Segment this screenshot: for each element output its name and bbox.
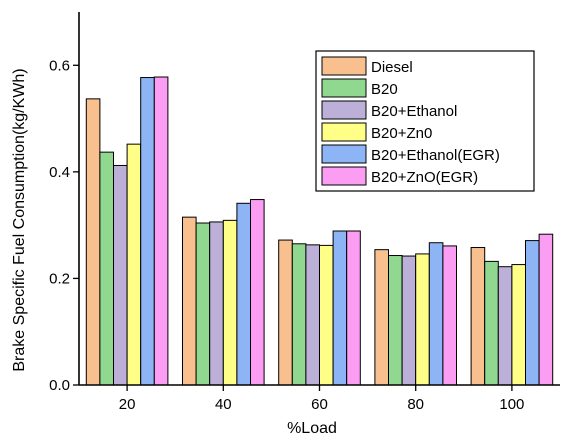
bar-b20-zn0-40 xyxy=(222,219,238,386)
y-tick-label: 0.6 xyxy=(49,57,70,74)
bar-b20-80 xyxy=(388,255,403,386)
x-axis-label: %Load xyxy=(287,420,337,437)
bar-b20-zno-egr--40 xyxy=(250,199,265,386)
legend-label: B20+Ethanol(EGR) xyxy=(371,147,500,164)
axes: 0.0 0.2 0.4 0.6 20 40 60 80 100 xyxy=(49,12,560,413)
legend-swatch xyxy=(321,100,367,120)
bar-b20-zn0-80 xyxy=(415,253,430,386)
y-tick-label: 0.4 xyxy=(49,164,70,181)
legend-label: B20+Ethanol xyxy=(371,103,457,120)
y-tick-label: 0.0 xyxy=(49,377,70,394)
bar-b20-60 xyxy=(291,243,307,386)
bar-b20-zn0-60 xyxy=(319,244,334,386)
bar-b20-zno-egr--100 xyxy=(538,233,554,386)
bar-b20-40 xyxy=(195,222,211,386)
legend-label: B20+Zn0 xyxy=(371,125,432,142)
bar-diesel-80 xyxy=(374,249,389,386)
x-tick-label: 40 xyxy=(215,396,232,413)
bar-b20-ethanol-80 xyxy=(401,255,417,386)
bar-b20-ethanol-40 xyxy=(209,221,224,386)
legend-swatch xyxy=(321,78,367,98)
legend-label: B20 xyxy=(371,81,398,98)
bar-b20-ethanol-100 xyxy=(497,266,513,386)
bar-diesel-20 xyxy=(85,98,101,386)
legend-swatch xyxy=(321,122,367,142)
y-axis-label: Brake Specific Fuel Consumption(kg/KWh) xyxy=(11,68,28,371)
plot-area xyxy=(85,76,554,386)
bar-diesel-60 xyxy=(278,239,293,386)
bar-diesel-40 xyxy=(182,216,197,386)
bar-b20-ethanol-egr--100 xyxy=(525,240,540,386)
bar-b20-zno-egr--60 xyxy=(346,230,361,386)
x-tick-label: 60 xyxy=(311,396,328,413)
bar-b20-zn0-20 xyxy=(126,143,142,386)
bar-b20-ethanol-20 xyxy=(113,164,128,386)
legend: Diesel B20 B20+Ethanol B20+Zn0 B20+Ethanol(E… xyxy=(315,50,535,192)
legend-swatch xyxy=(321,56,367,76)
bar-b20-ethanol-egr--80 xyxy=(428,242,444,386)
legend-label: B20+ZnO(EGR) xyxy=(371,169,478,186)
x-tick-label: 100 xyxy=(499,396,524,413)
legend-swatch xyxy=(321,144,367,164)
x-tick-label: 20 xyxy=(119,396,136,413)
bar-b20-100 xyxy=(484,260,499,386)
legend-swatch xyxy=(321,166,367,186)
bar-b20-zno-egr--20 xyxy=(153,76,169,386)
bar-b20-ethanol-egr--20 xyxy=(140,77,155,386)
x-tick-label: 80 xyxy=(407,396,424,413)
y-tick-label: 0.2 xyxy=(49,270,70,287)
bar-b20-zno-egr--80 xyxy=(442,245,457,386)
bar-b20-ethanol-egr--40 xyxy=(236,202,251,386)
legend-label: Diesel xyxy=(371,59,413,76)
bar-diesel-100 xyxy=(470,247,486,386)
bar-b20-ethanol-60 xyxy=(305,244,320,386)
bar-b20-zn0-100 xyxy=(511,264,526,386)
bar-b20-20 xyxy=(99,151,115,386)
bar-b20-ethanol-egr--60 xyxy=(332,230,348,386)
